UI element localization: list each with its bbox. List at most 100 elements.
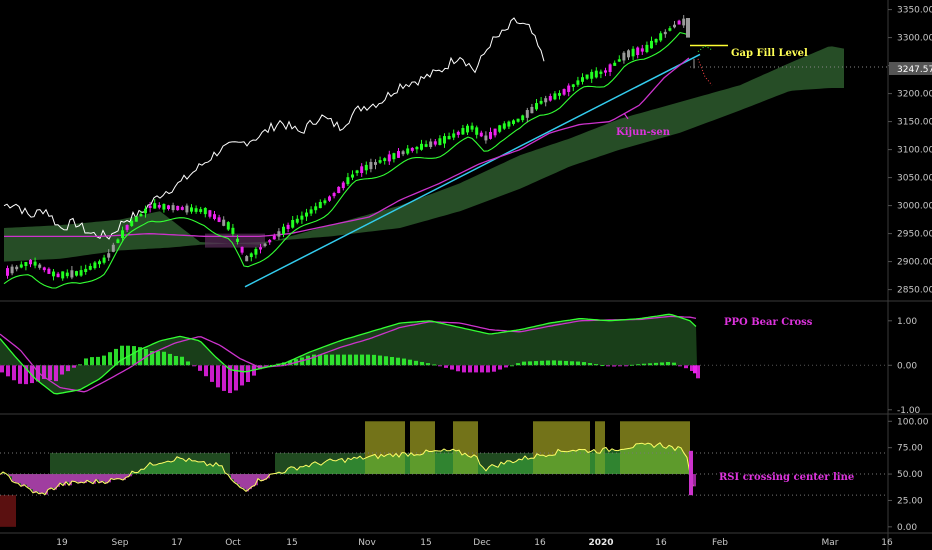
candle-last <box>686 18 690 38</box>
rsi-fill-negative <box>72 474 75 482</box>
rsi-band-overbought <box>595 421 605 475</box>
candle <box>562 89 566 95</box>
ppo-area <box>0 314 697 394</box>
candle <box>433 141 437 145</box>
candle <box>231 227 235 234</box>
ppo-histogram-bar <box>246 365 250 383</box>
ppo-histogram-bar <box>696 365 700 379</box>
ppo-histogram-bar <box>654 362 658 366</box>
candle <box>424 144 428 147</box>
rsi-fill-negative <box>45 474 48 495</box>
rsi-fill-negative <box>75 474 78 482</box>
candle <box>604 70 607 73</box>
candle <box>673 24 676 28</box>
rsi-tick-0: 0.00 <box>897 523 917 533</box>
ppo-panel[interactable] <box>0 313 888 395</box>
candle <box>525 110 529 118</box>
candle <box>323 200 327 204</box>
ppo-histogram-bar <box>162 351 166 366</box>
ppo-histogram-bar <box>540 360 544 366</box>
candle <box>585 74 589 79</box>
rsi-band-mid <box>405 452 410 475</box>
candle <box>203 208 207 215</box>
rsi-fill-negative <box>126 474 129 478</box>
candle <box>226 222 230 230</box>
rsi-fill-negative <box>63 474 66 486</box>
candle <box>553 93 557 100</box>
candle <box>309 209 313 214</box>
date-label-mar: Mar <box>822 538 839 548</box>
ppo-histogram-bar <box>54 365 58 382</box>
rsi-fill-negative <box>693 474 696 487</box>
price-tick-3200: 3200.00 <box>897 90 932 100</box>
rsi-fill-negative <box>54 474 57 490</box>
candle <box>663 31 667 35</box>
rsi-fill-negative <box>66 474 69 482</box>
candle <box>272 235 276 240</box>
rsi-band-overbought <box>410 421 435 475</box>
ppo-histogram-bar <box>582 362 586 366</box>
candle <box>645 44 649 53</box>
candle <box>364 164 368 171</box>
rsi-band-mid <box>435 452 453 475</box>
ppo-histogram-bar <box>558 360 562 366</box>
ppo-histogram-bar <box>210 365 214 382</box>
price-tick-3050: 3050.00 <box>897 174 932 184</box>
candle <box>429 141 433 147</box>
candle <box>447 136 451 140</box>
ppo-histogram-bar <box>528 361 532 366</box>
rsi-band-mid <box>275 452 365 475</box>
ppo-histogram-bar <box>120 345 124 366</box>
ppo-histogram-bar <box>66 365 70 372</box>
candle <box>295 218 299 223</box>
candle <box>65 272 69 277</box>
date-label-16: 16 <box>534 538 546 548</box>
rsi-band-overbought <box>365 421 405 475</box>
ppo-histogram-bar <box>480 365 484 373</box>
candle <box>581 77 584 82</box>
candle <box>351 174 354 178</box>
candle <box>659 33 663 41</box>
candle <box>116 239 120 244</box>
ppo-histogram-bar <box>114 348 118 366</box>
date-label-nov: Nov <box>358 538 376 548</box>
ppo-histogram-bar <box>42 365 46 379</box>
candle <box>318 201 322 209</box>
ppo-histogram-bar <box>288 360 292 366</box>
rsi-last-drop <box>689 450 693 496</box>
ppo-histogram-bar <box>552 360 556 366</box>
candle <box>277 231 281 237</box>
candle <box>6 268 9 276</box>
date-label-dec: Dec <box>473 538 490 548</box>
price-panel[interactable] <box>3 15 888 289</box>
ppo-histogram-bar <box>228 365 232 394</box>
ppo-histogram-bar <box>408 359 412 366</box>
rsi-fill-negative <box>87 474 90 481</box>
rsi-panel[interactable] <box>0 421 888 527</box>
candle <box>640 48 644 52</box>
ppo-histogram-bar <box>660 362 664 366</box>
rsi-fill-negative <box>78 474 81 484</box>
candle <box>52 271 55 277</box>
candle <box>157 205 161 208</box>
ppo-histogram-bar <box>522 361 526 366</box>
ppo-histogram-bar <box>600 365 604 367</box>
rsi-fill-negative <box>96 474 99 480</box>
ppo-histogram-bar <box>444 365 448 368</box>
candle <box>567 85 571 92</box>
candle <box>410 147 414 151</box>
rsi-fill-negative <box>252 474 255 487</box>
date-label-19: 19 <box>56 538 68 548</box>
candle <box>24 262 28 267</box>
candle <box>369 161 373 170</box>
ppo-histogram-bar <box>414 360 418 366</box>
candle <box>374 162 377 165</box>
rsi-fill-negative <box>48 474 51 490</box>
candle <box>590 71 594 79</box>
ppo-histogram-bar <box>6 365 10 377</box>
ppo-histogram-bar <box>504 365 508 368</box>
ppo-histogram-bar <box>474 365 478 373</box>
ichimoku-cloud <box>4 46 844 262</box>
rsi-fill-negative <box>249 474 252 490</box>
